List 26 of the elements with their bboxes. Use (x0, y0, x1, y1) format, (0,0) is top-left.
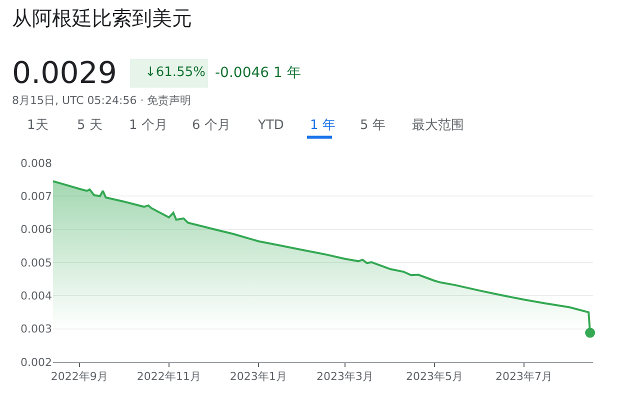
text: 1 年 (310, 118, 336, 133)
text: ↓61.55% (145, 65, 206, 80)
text: -0.0046 1 年 (215, 65, 301, 81)
text: 1 个月 (129, 118, 168, 133)
text: 5 年 (360, 118, 386, 133)
y-tick-label: 0.003 (20, 322, 52, 336)
text: 1天 (27, 118, 48, 133)
text: YTD (257, 118, 284, 133)
y-tick-label: 0.004 (20, 290, 52, 303)
y-tick-label: 0.002 (20, 356, 52, 369)
y-tick-label: 0.007 (20, 190, 52, 204)
y-tick-label: 0.008 (20, 156, 52, 170)
text: 6 个月 (192, 118, 230, 133)
x-tick-label: 2023年3月 (316, 370, 374, 384)
text: 5 天 (77, 118, 102, 133)
text: 最大范围 (412, 118, 464, 133)
x-tick-label: 2022年11月 (136, 370, 201, 384)
x-tick-label: 2023年1月 (230, 370, 287, 384)
y-tick-label: 0.005 (20, 256, 52, 270)
text: 8月15日, UTC 05:24:56 · 免责声明 (12, 94, 192, 107)
x-tick-label: 2022年9月 (50, 370, 108, 384)
x-tick-label: 2023年5月 (406, 370, 464, 384)
chart-title: 从阿根廷比索到美元 (12, 6, 192, 30)
y-tick-label: 0.006 (20, 223, 52, 236)
x-tick-label: 2023年7月 (496, 370, 553, 384)
text: 0.0029 (12, 56, 117, 91)
